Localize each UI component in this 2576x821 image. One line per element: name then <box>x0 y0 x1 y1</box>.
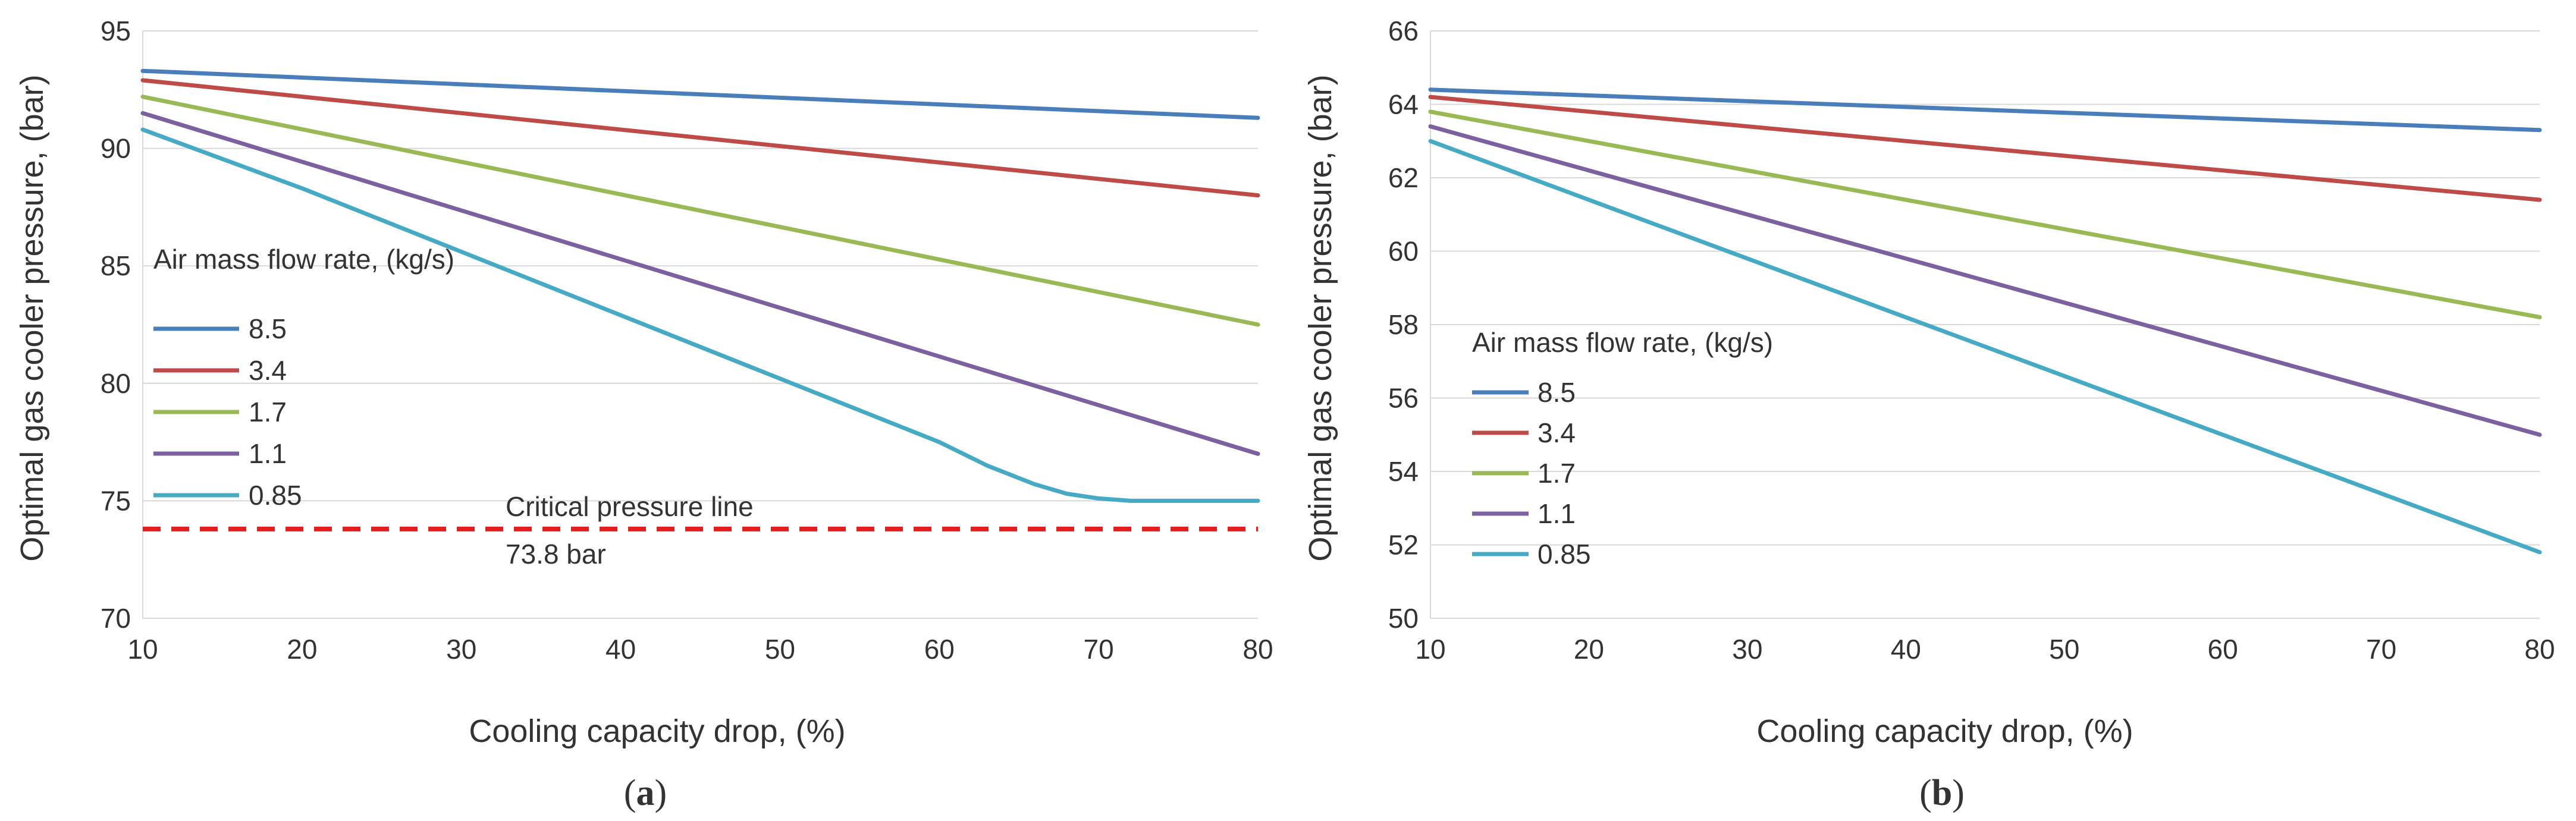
y-tick-label: 66 <box>1388 15 1419 46</box>
critical-pressure-label: Critical pressure line <box>506 491 754 522</box>
y-tick-label: 64 <box>1388 89 1419 120</box>
y-tick-label: 60 <box>1388 236 1419 267</box>
series-line-0-85 <box>140 127 1260 503</box>
series-line-3-4 <box>140 78 1260 198</box>
gridlines-a <box>143 30 1258 619</box>
x-tick-label: 20 <box>1574 634 1604 665</box>
legend-b: Air mass flow rate, (kg/s) 8.5 3.4 1.7 1.1 0… <box>1472 327 1773 570</box>
x-tick-labels-b: 10 20 30 40 50 60 70 80 <box>1415 634 2555 665</box>
legend-items-b: 8.5 3.4 1.7 1.1 0.85 <box>1472 377 1591 570</box>
y-tick-label: 90 <box>101 133 131 164</box>
legend-label: 1.1 <box>249 438 287 469</box>
panel-label-b: (b) <box>1919 773 1965 813</box>
y-axis-label-a: Optimal gas cooler pressure, (bar) <box>14 74 50 561</box>
series-lines-b <box>1428 87 2542 555</box>
panel-letter-b: b <box>1932 773 1952 813</box>
y-tick-labels-a: 70 75 80 85 90 95 <box>101 15 131 634</box>
x-tick-label: 40 <box>1891 634 1921 665</box>
x-tick-labels-a: 10 20 30 40 50 60 70 80 <box>127 634 1273 665</box>
x-tick-label: 80 <box>2524 634 2555 665</box>
legend-label: 8.5 <box>249 313 287 344</box>
series-line-8-5 <box>140 68 1260 120</box>
y-tick-labels-b: 50 52 54 56 58 60 62 64 66 <box>1388 15 1419 634</box>
series-line-1-1 <box>1428 124 2542 437</box>
x-tick-label: 50 <box>765 634 795 665</box>
panel-label-a: (a) <box>624 773 667 813</box>
series-line-0-85 <box>1428 139 2542 555</box>
y-tick-label: 62 <box>1388 162 1419 193</box>
y-tick-label: 75 <box>101 485 131 516</box>
x-tick-label: 20 <box>287 634 317 665</box>
series-line-8-5 <box>1428 87 2542 133</box>
legend-label: 1.1 <box>1538 498 1576 529</box>
x-tick-label: 70 <box>1084 634 1114 665</box>
y-tick-label: 50 <box>1388 603 1419 634</box>
legend-label: 3.4 <box>249 355 287 386</box>
y-tick-label: 95 <box>101 15 131 46</box>
legend-label: 0.85 <box>249 480 302 511</box>
series-line-1-1 <box>140 111 1260 456</box>
gridlines-b <box>1430 30 2540 619</box>
x-axis-label-b: Cooling capacity drop, (%) <box>1756 713 2133 749</box>
series-lines-a <box>140 68 1260 503</box>
legend-title-a: Air mass flow rate, (kg/s) <box>153 244 454 275</box>
x-tick-label: 80 <box>1242 634 1273 665</box>
x-tick-label: 60 <box>2208 634 2238 665</box>
y-tick-label: 58 <box>1388 309 1419 340</box>
y-tick-label: 80 <box>101 368 131 399</box>
legend-label: 1.7 <box>249 397 287 427</box>
series-line-1-7 <box>1428 109 2542 320</box>
x-tick-label: 70 <box>2366 634 2396 665</box>
x-tick-label: 60 <box>924 634 955 665</box>
x-tick-label: 50 <box>2049 634 2079 665</box>
legend-items-a: 8.5 3.4 1.7 1.1 0.85 <box>153 313 302 511</box>
chart-panel-b: 50 52 54 56 58 60 62 64 66 10 20 30 40 50 60 70 80 Air … <box>1303 15 2555 813</box>
x-tick-label: 30 <box>446 634 476 665</box>
legend-label: 1.7 <box>1538 458 1576 489</box>
critical-pressure-value: 73.8 bar <box>506 539 606 570</box>
y-tick-label: 56 <box>1388 383 1419 414</box>
y-tick-label: 52 <box>1388 530 1419 561</box>
legend-title-b: Air mass flow rate, (kg/s) <box>1472 327 1773 358</box>
y-axis-label-b: Optimal gas cooler pressure, (bar) <box>1303 74 1338 561</box>
series-line-3-4 <box>1428 95 2542 202</box>
legend-a: Air mass flow rate, (kg/s) 8.5 3.4 1.7 1.1 0… <box>153 244 454 511</box>
y-tick-label: 54 <box>1388 456 1419 487</box>
series-line-1-7 <box>140 95 1260 327</box>
panel-letter-a: a <box>636 773 655 813</box>
chart-panel-a: 70 75 80 85 90 95 10 20 30 40 50 60 70 80 Critical p… <box>14 15 1273 813</box>
x-axis-label-a: Cooling capacity drop, (%) <box>469 713 845 749</box>
x-tick-label: 30 <box>1732 634 1762 665</box>
x-tick-label: 10 <box>127 634 158 665</box>
y-tick-label: 85 <box>101 250 131 281</box>
y-tick-label: 70 <box>101 603 131 634</box>
x-tick-label: 40 <box>605 634 636 665</box>
legend-label: 8.5 <box>1538 377 1576 408</box>
legend-label: 0.85 <box>1538 539 1591 570</box>
x-tick-label: 10 <box>1415 634 1445 665</box>
legend-label: 3.4 <box>1538 417 1576 448</box>
